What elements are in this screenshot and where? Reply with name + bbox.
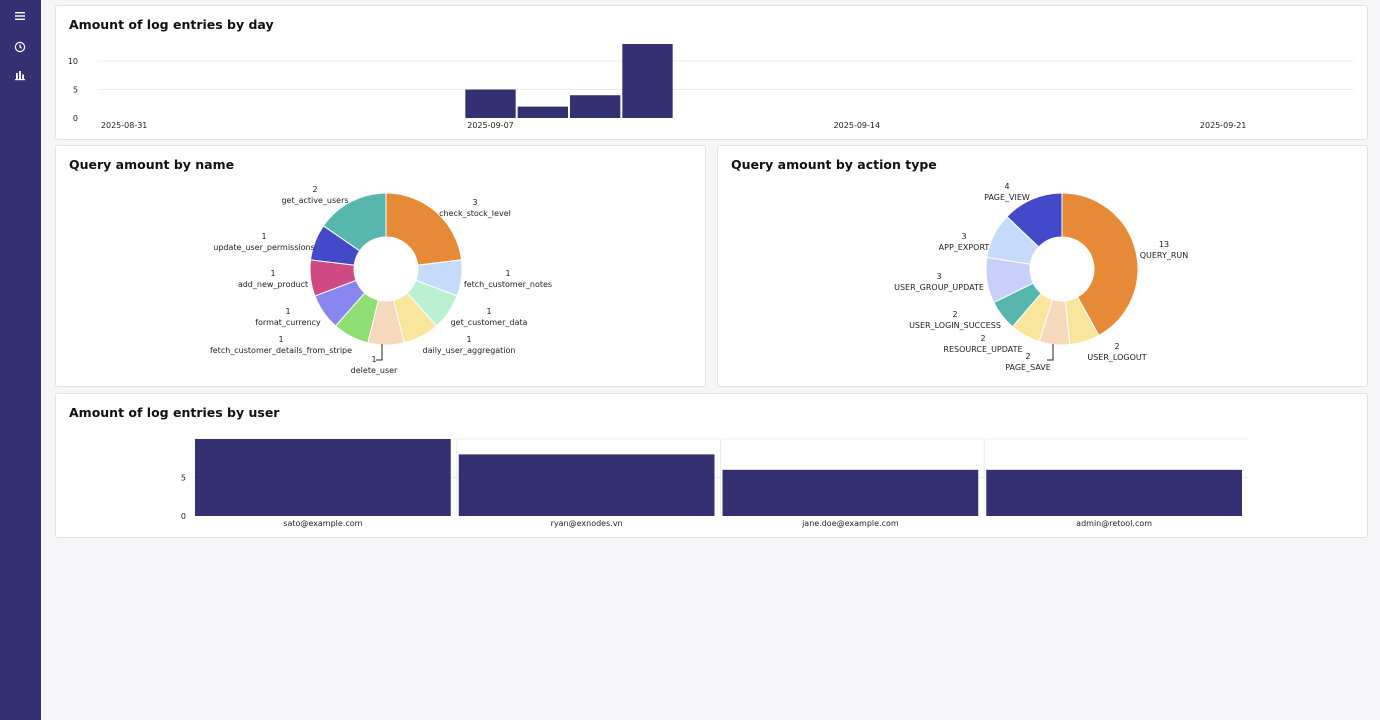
slice-name-label: delete_user <box>351 366 398 375</box>
clock-icon[interactable] <box>10 37 30 57</box>
slice-value-label: 13 <box>1159 240 1169 249</box>
x-tick-label: 2025-09-14 <box>834 121 881 130</box>
slice-name-label: USER_GROUP_UPDATE <box>894 283 984 292</box>
y-tick-label: 5 <box>73 86 78 95</box>
pie-slice <box>322 192 387 252</box>
slice-name-label: RESOURCE_UPDATE <box>943 345 1022 354</box>
slice-value-label: 2 <box>312 185 317 194</box>
slice-name-label: get_active_users <box>281 196 348 205</box>
pie-slice <box>1006 192 1063 248</box>
slice-name-label: PAGE_SAVE <box>1005 363 1051 372</box>
label-leader-line <box>1047 344 1054 361</box>
menu-icon[interactable] <box>10 6 30 26</box>
slice-value-label: 1 <box>285 307 290 316</box>
slice-value-label: 1 <box>505 269 510 278</box>
slice-value-label: 1 <box>278 335 283 344</box>
x-tick-label: 2025-08-31 <box>101 121 147 130</box>
bar <box>458 454 715 516</box>
bar <box>622 44 673 118</box>
bar <box>465 89 516 118</box>
card-query-by-name: Query amount by name 3 check_stock_level 1… <box>55 145 706 387</box>
slice-name-label: fetch_customer_details_from_stripe <box>210 346 352 355</box>
chart-log-entries-by-user: 0 5 sato@example.com ryan@exnodes.vn jane.do… <box>181 438 1248 528</box>
card-query-by-action-type: Query amount by action type 13 QUERY_RUN 2… <box>717 145 1368 387</box>
y-tick-label: 10 <box>68 57 78 66</box>
slice-value-label: 3 <box>961 232 966 241</box>
slice-value-label: 1 <box>371 355 376 364</box>
slice-name-label: USER_LOGIN_SUCCESS <box>909 321 1001 330</box>
chart-title: Amount of log entries by user <box>69 405 280 420</box>
slice-value-label: 1 <box>261 232 266 241</box>
bar-chart-icon[interactable] <box>10 65 30 85</box>
slice-name-label: APP_EXPORT <box>939 243 990 252</box>
bar <box>722 469 979 516</box>
label-leader-line <box>376 344 383 361</box>
x-tick-label: jane.doe@example.com <box>801 519 899 528</box>
bar <box>986 469 1242 516</box>
slice-name-label: daily_user_aggregation <box>422 346 515 355</box>
slice-name-label: add_new_product <box>238 280 308 289</box>
slice-name-label: USER_LOGOUT <box>1087 353 1146 362</box>
slice-value-label: 4 <box>1004 182 1009 191</box>
card-log-entries-by-day: Amount of log entries by day 0 5 10 2025-08… <box>55 5 1368 140</box>
slice-name-label: fetch_customer_notes <box>464 280 552 289</box>
slice-value-label: 1 <box>270 269 275 278</box>
y-tick-label: 0 <box>73 114 78 123</box>
sidebar <box>0 0 41 720</box>
slice-name-label: format_currency <box>255 318 321 327</box>
x-tick-label: admin@retool.com <box>1076 519 1152 528</box>
x-tick-label: sato@example.com <box>283 519 362 528</box>
chart-title: Query amount by action type <box>731 157 937 172</box>
y-tick-label: 0 <box>181 512 186 521</box>
card-log-entries-by-user: Amount of log entries by user 0 5 sato@exa… <box>55 393 1368 538</box>
x-tick-label: 2025-09-21 <box>1200 121 1247 130</box>
slice-value-label: 1 <box>486 307 491 316</box>
slice-name-label: PAGE_VIEW <box>984 193 1030 202</box>
bar <box>195 439 451 516</box>
bar <box>517 106 568 118</box>
slice-value-label: 3 <box>472 198 477 207</box>
chart-log-entries-by-day: 0 5 10 2025-08-31 2025-09-07 2025-09-14 2025-0… <box>68 44 1354 130</box>
chart-query-by-action-type: 13QUERY_RUN2USER_LOGOUT2PAGE_SAVE2RESOUR… <box>894 182 1189 372</box>
slice-value-label: 2 <box>952 310 957 319</box>
slice-value-label: 2 <box>980 334 985 343</box>
y-tick-label: 5 <box>181 474 186 483</box>
x-tick-label: 2025-09-07 <box>467 121 514 130</box>
slice-value-label: 2 <box>1114 342 1119 351</box>
slice-value-label: 2 <box>1025 352 1030 361</box>
slice-name-label: QUERY_RUN <box>1140 251 1189 260</box>
pie-slice <box>1061 192 1139 337</box>
slice-name-label: get_customer_data <box>451 318 528 327</box>
bar <box>570 95 621 118</box>
pie-slice <box>385 192 463 266</box>
slice-value-label: 3 <box>936 272 941 281</box>
slice-name-label: check_stock_level <box>439 209 511 218</box>
chart-title: Amount of log entries by day <box>69 17 274 32</box>
chart-title: Query amount by name <box>69 157 235 172</box>
slice-name-label: update_user_permissions <box>213 243 315 252</box>
slice-value-label: 1 <box>466 335 471 344</box>
chart-query-by-name: 3 check_stock_level 1 fetch_customer_notes 1… <box>210 185 552 375</box>
x-tick-label: ryan@exnodes.vn <box>551 519 623 528</box>
